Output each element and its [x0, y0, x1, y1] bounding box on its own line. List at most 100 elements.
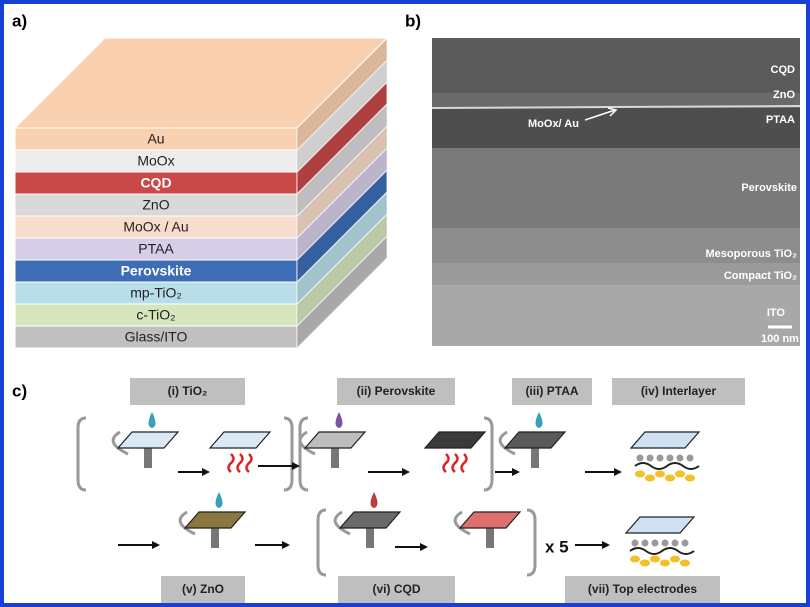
arrow-head: [402, 468, 410, 476]
arrow-head: [202, 468, 210, 476]
arrow-head: [420, 543, 428, 551]
sem-label: Perovskite: [741, 182, 797, 194]
particle: [630, 556, 640, 563]
bracket: [318, 510, 326, 575]
panel-label: b): [405, 11, 421, 30]
repeat-label: x 5: [545, 537, 569, 556]
arrow-head: [614, 468, 622, 476]
particle: [665, 475, 675, 482]
bracket: [300, 418, 308, 490]
particle: [687, 455, 694, 462]
substrate: [425, 432, 485, 448]
heat: [453, 454, 458, 472]
layer-label: PTAA: [138, 241, 174, 257]
heat: [444, 454, 449, 472]
particle: [670, 556, 680, 563]
sem-label: ITO: [767, 307, 786, 319]
particle: [637, 455, 644, 462]
stem: [144, 448, 152, 468]
substrate: [340, 512, 400, 528]
bracket: [78, 418, 86, 490]
substrate: [210, 432, 270, 448]
panel-label: c): [12, 381, 27, 400]
arrow-head: [282, 541, 290, 549]
layer-stack: Glass/ITO c-TiO₂ mp-TiO₂ Perovskite PTAA MoOx…: [15, 38, 387, 348]
layer-label: MoOx: [137, 153, 174, 169]
particle: [667, 455, 674, 462]
particle: [682, 540, 689, 547]
stem: [486, 528, 494, 548]
particle: [660, 560, 670, 567]
sem-label: Compact TiO₂: [724, 270, 797, 282]
step-label: (ii) Perovskite: [357, 384, 436, 398]
substrate: [185, 512, 245, 528]
layer-label: Perovskite: [121, 263, 192, 279]
stem: [366, 528, 374, 548]
particle: [655, 471, 665, 478]
particle: [662, 540, 669, 547]
step-label: (v) ZnO: [182, 582, 224, 596]
arrow-head: [152, 541, 160, 549]
figure: a) b) c) Glass/ITOc-TiO₂mp-TiO₂Perovskit…: [0, 0, 810, 607]
particle: [640, 560, 650, 567]
sem-label: Mesoporous TiO₂: [706, 248, 798, 260]
arrow-head: [512, 468, 520, 476]
sem-band: [432, 108, 800, 148]
scale-label: 100 nm: [761, 333, 799, 345]
particle: [647, 455, 654, 462]
layer-label: c-TiO₂: [136, 307, 175, 323]
bracket: [527, 510, 535, 575]
step-label: (iv) Interlayer: [641, 384, 717, 398]
arrow-head: [602, 541, 610, 549]
bracket: [484, 418, 492, 490]
droplet: [371, 492, 378, 508]
page: {"panels": {"a": "a)", "b": "b)", "c": "…: [0, 0, 810, 607]
stem: [531, 448, 539, 468]
substrate: [305, 432, 365, 448]
substrate: [460, 512, 520, 528]
particle: [652, 540, 659, 547]
stem: [331, 448, 339, 468]
sem-band: [432, 38, 800, 93]
substrate: [631, 432, 699, 448]
particle: [657, 455, 664, 462]
heat: [462, 454, 467, 472]
sem-band: [432, 285, 800, 346]
particle: [642, 540, 649, 547]
step-label: (i) TiO₂: [168, 384, 208, 398]
particle: [685, 475, 695, 482]
bracket: [284, 418, 292, 490]
process-scheme: (i) TiO₂ (ii) Perovskite (iii) PTAA (iv) In…: [78, 378, 745, 603]
substrate: [626, 517, 694, 533]
substrate: [118, 432, 178, 448]
droplet: [336, 412, 343, 428]
droplet: [536, 412, 543, 428]
layer-label: Au: [147, 131, 164, 147]
layer-label: CQD: [140, 175, 171, 191]
droplet: [149, 412, 156, 428]
sem-label: ZnO: [773, 89, 795, 101]
stem: [211, 528, 219, 548]
particle: [680, 560, 690, 567]
particle: [645, 475, 655, 482]
particle: [675, 471, 685, 478]
sem-label: PTAA: [766, 114, 795, 126]
ligand: [630, 548, 694, 554]
particle: [650, 556, 660, 563]
step-label: (iii) PTAA: [525, 384, 578, 398]
heat: [238, 454, 243, 472]
layer-label: mp-TiO₂: [130, 285, 182, 301]
particle: [672, 540, 679, 547]
layer-label: Glass/ITO: [125, 329, 188, 345]
substrate: [505, 432, 565, 448]
particle: [632, 540, 639, 547]
layer-label: MoOx / Au: [123, 219, 188, 235]
droplet: [216, 492, 223, 508]
step-label: (vii) Top electrodes: [588, 582, 697, 596]
step-label: (vi) CQD: [373, 582, 421, 596]
particle: [635, 471, 645, 478]
sem-label: MoOx/ Au: [528, 118, 579, 130]
heat: [229, 454, 234, 472]
heat: [247, 454, 252, 472]
